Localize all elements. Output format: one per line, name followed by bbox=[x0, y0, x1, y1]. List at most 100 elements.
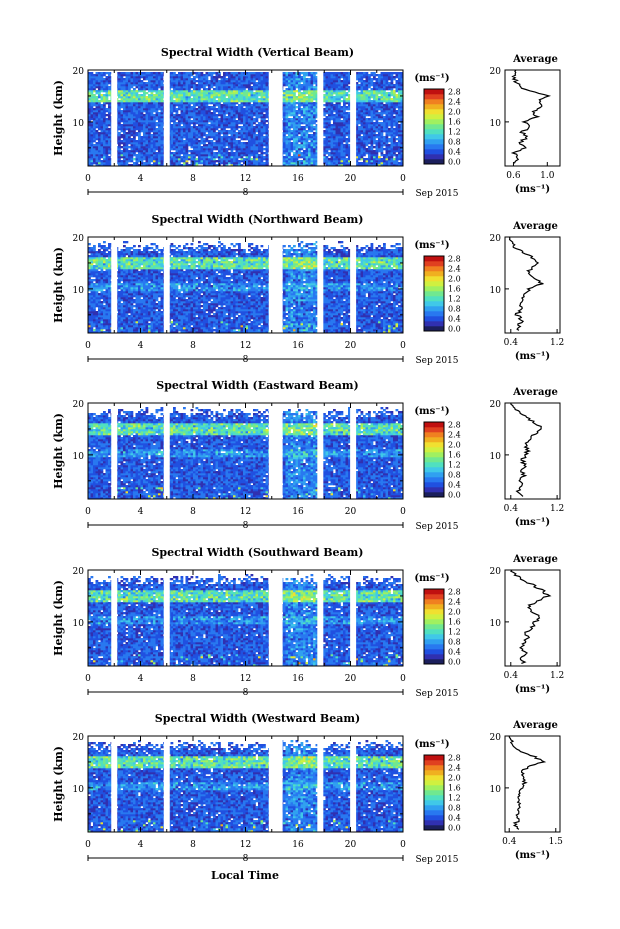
heatmap-cell bbox=[246, 144, 249, 146]
heatmap-cell bbox=[186, 110, 189, 112]
heatmap-cell bbox=[176, 156, 179, 158]
heatmap-cell bbox=[376, 110, 379, 112]
heatmap-cell bbox=[233, 130, 236, 132]
heatmap-cell bbox=[331, 78, 334, 80]
heatmap-cell bbox=[258, 132, 261, 134]
heatmap-cell bbox=[196, 148, 199, 150]
heatmap-cell bbox=[306, 156, 309, 158]
heatmap-cell bbox=[381, 88, 384, 90]
heatmap-cell bbox=[178, 162, 181, 164]
heatmap-cell bbox=[386, 94, 389, 96]
heatmap-cell bbox=[241, 80, 244, 82]
heatmap-cell bbox=[213, 160, 216, 162]
heatmap-cell bbox=[331, 162, 334, 164]
heatmap-cell bbox=[138, 158, 141, 160]
heatmap-cell bbox=[206, 84, 209, 86]
heatmap-cell bbox=[223, 94, 226, 96]
heatmap-cell bbox=[253, 108, 256, 110]
heatmap-cell bbox=[346, 116, 349, 118]
heatmap-cell bbox=[226, 156, 229, 158]
heatmap-cell bbox=[263, 140, 266, 142]
heatmap-cell bbox=[346, 100, 349, 102]
heatmap-cell bbox=[326, 92, 329, 94]
heatmap-cell bbox=[228, 106, 231, 108]
heatmap-cell bbox=[161, 136, 164, 138]
heatmap-cell bbox=[386, 128, 389, 130]
heatmap-cell bbox=[91, 126, 94, 128]
heatmap-cell bbox=[233, 120, 236, 122]
heatmap-cell bbox=[238, 92, 241, 94]
heatmap-cell bbox=[243, 154, 246, 156]
heatmap-cell bbox=[361, 132, 364, 134]
heatmap-cell bbox=[106, 82, 109, 84]
heatmap-cell bbox=[188, 116, 191, 118]
heatmap-cell bbox=[118, 120, 121, 122]
heatmap-cell bbox=[383, 106, 386, 108]
heatmap-cell bbox=[258, 80, 261, 82]
heatmap-cell bbox=[141, 110, 144, 112]
heatmap-cell bbox=[118, 132, 121, 134]
heatmap-cell bbox=[141, 106, 144, 108]
heatmap-cell bbox=[386, 80, 389, 82]
heatmap-cell bbox=[131, 110, 134, 112]
heatmap-cell bbox=[138, 136, 141, 138]
heatmap-cell bbox=[261, 76, 264, 78]
heatmap-cell bbox=[288, 80, 291, 82]
heatmap-cell bbox=[331, 118, 334, 120]
heatmap-cell bbox=[251, 100, 254, 102]
heatmap-cell bbox=[213, 100, 216, 102]
heatmap-cell bbox=[333, 106, 336, 108]
heatmap-cell bbox=[393, 162, 396, 164]
heatmap-cell bbox=[288, 138, 291, 140]
heatmap-cell bbox=[391, 100, 394, 102]
heatmap-cell bbox=[231, 156, 234, 158]
heatmap-cell bbox=[191, 122, 194, 124]
heatmap-cell bbox=[346, 142, 349, 144]
heatmap-cell bbox=[101, 88, 104, 90]
heatmap-cell bbox=[128, 150, 131, 152]
heatmap-cell bbox=[308, 136, 311, 138]
heatmap-cell bbox=[91, 140, 94, 142]
heatmap-cell bbox=[311, 120, 314, 122]
heatmap-cell bbox=[361, 76, 364, 78]
heatmap-cell bbox=[338, 76, 341, 78]
heatmap-cell bbox=[381, 138, 384, 140]
heatmap-cell bbox=[231, 148, 234, 150]
heatmap-cell bbox=[283, 118, 286, 120]
heatmap-cell bbox=[386, 92, 389, 94]
heatmap-cell bbox=[173, 154, 176, 156]
heatmap-cell bbox=[148, 94, 151, 96]
heatmap-cell bbox=[231, 102, 234, 104]
heatmap-cell bbox=[251, 88, 254, 90]
heatmap-cell bbox=[238, 136, 241, 138]
heatmap-cell bbox=[256, 146, 259, 148]
heatmap-cell bbox=[288, 158, 291, 160]
heatmap-cell bbox=[128, 100, 131, 102]
heatmap-cell bbox=[96, 132, 99, 134]
heatmap-cell bbox=[343, 88, 346, 90]
heatmap-cell bbox=[346, 106, 349, 108]
heatmap-cell bbox=[188, 150, 191, 152]
heatmap-cell bbox=[328, 86, 331, 88]
heatmap-cell bbox=[118, 96, 121, 98]
heatmap-cell bbox=[201, 90, 204, 92]
heatmap-cell bbox=[301, 112, 304, 114]
heatmap-cell bbox=[178, 130, 181, 132]
heatmap-cell bbox=[153, 84, 156, 86]
heatmap-cell bbox=[156, 162, 159, 164]
heatmap-cell bbox=[143, 98, 146, 100]
heatmap-cell bbox=[98, 138, 101, 140]
heatmap-cell bbox=[256, 78, 259, 80]
heatmap-cell bbox=[96, 120, 99, 122]
heatmap-cell bbox=[323, 138, 326, 140]
heatmap-cell bbox=[326, 82, 329, 84]
heatmap-cell bbox=[178, 102, 181, 104]
heatmap-cell bbox=[123, 110, 126, 112]
heatmap-cell bbox=[183, 110, 186, 112]
heatmap-cell bbox=[238, 144, 241, 146]
heatmap-cell bbox=[361, 146, 364, 148]
heatmap-cell bbox=[333, 84, 336, 86]
heatmap-cell bbox=[368, 114, 371, 116]
heatmap-cell bbox=[151, 156, 154, 158]
heatmap-cell bbox=[238, 160, 241, 162]
